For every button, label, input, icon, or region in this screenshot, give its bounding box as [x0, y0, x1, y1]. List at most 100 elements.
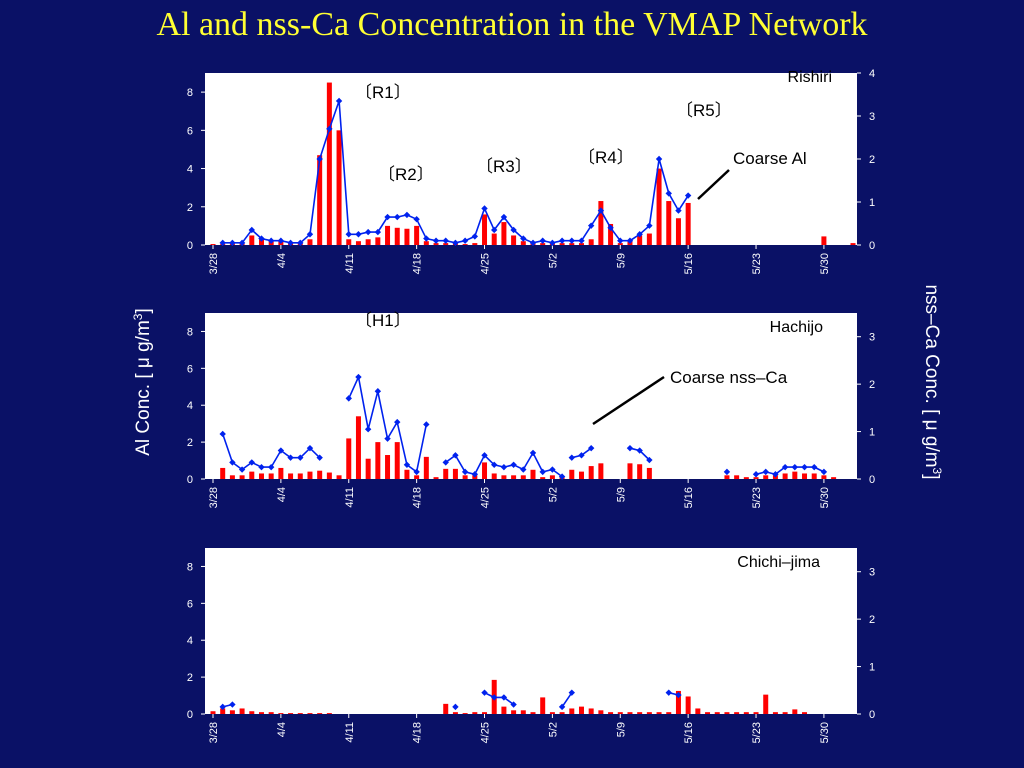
nssca-point [772, 471, 779, 478]
nssca-point [791, 463, 799, 471]
nssca-point [355, 373, 362, 381]
al-bar [578, 471, 584, 479]
al-bar [307, 471, 313, 479]
y-left-tick-label: 0 [187, 474, 193, 486]
al-bar [229, 475, 235, 479]
x-tick-label: 5/9 [615, 253, 627, 268]
al-bar [540, 697, 546, 714]
nssca-point [394, 418, 401, 426]
al-bar [288, 473, 294, 479]
al-bar [452, 712, 458, 714]
nssca-point [510, 226, 517, 234]
nssca-point [452, 452, 459, 459]
al-bar [540, 477, 546, 479]
al-bar [656, 168, 662, 245]
al-bar [365, 458, 371, 479]
nssca-point [481, 205, 488, 212]
al-bar [617, 243, 623, 245]
nssca-point [442, 237, 449, 244]
al-bar [423, 241, 429, 245]
y-right-tick-label: 0 [869, 709, 875, 721]
al-bar [414, 225, 420, 245]
nssca-point [267, 463, 275, 471]
nssca-point [781, 463, 789, 471]
al-bar [239, 475, 245, 479]
al-bar [598, 201, 604, 245]
nssca-point [665, 190, 672, 197]
al-bar [637, 712, 643, 714]
chart-annotation: Coarse nss–Ca [670, 368, 788, 387]
nssca-point [578, 237, 585, 244]
nssca-point [306, 231, 314, 238]
al-bar [802, 473, 808, 479]
al-bar [336, 475, 342, 479]
nssca-point [403, 211, 411, 219]
x-tick-label: 3/28 [208, 253, 220, 274]
nssca-point [335, 97, 343, 105]
al-bar [724, 475, 730, 479]
x-tick-label: 5/16 [683, 487, 695, 508]
al-bar [385, 225, 391, 245]
al-bar [268, 712, 274, 714]
nssca-point [364, 426, 372, 433]
nssca-point [549, 466, 556, 473]
nssca-point [413, 468, 420, 476]
al-bar [763, 475, 769, 479]
al-bar [220, 467, 226, 479]
nssca-point [471, 471, 479, 478]
x-tick-label: 5/9 [615, 487, 627, 502]
x-tick-label: 4/25 [480, 487, 492, 508]
nssca-point [287, 454, 294, 461]
nssca-point [481, 452, 488, 459]
nssca-line [561, 692, 573, 708]
al-bar [656, 712, 662, 714]
nssca-point [219, 430, 226, 438]
al-bar [491, 233, 497, 245]
y-left-tick-label: 2 [187, 202, 193, 214]
nssca-point [752, 471, 760, 478]
al-bar [608, 712, 614, 714]
al-bar [511, 475, 517, 479]
nssca-point [684, 192, 692, 199]
al-bar [734, 712, 740, 714]
nssca-point [219, 703, 226, 711]
nssca-point [364, 228, 372, 236]
al-bar [346, 239, 352, 245]
nssca-point [500, 463, 508, 471]
al-bar [317, 470, 323, 479]
al-bar [646, 712, 652, 714]
nssca-point [587, 444, 595, 452]
al-bar [646, 467, 652, 479]
nssca-point [229, 239, 236, 247]
annotation-leader-line [697, 169, 730, 200]
nssca-point [597, 207, 605, 214]
chart-annotation: 〔R1〕 [355, 83, 411, 102]
nssca-point [326, 125, 333, 133]
nssca-point [403, 461, 411, 468]
al-bar [511, 235, 517, 245]
y-right-tick-label: 1 [869, 662, 875, 674]
al-bar [569, 469, 575, 479]
x-tick-label: 3/28 [208, 722, 220, 743]
al-bar [462, 244, 468, 245]
y-left-tick-label: 4 [187, 635, 193, 647]
al-bar [588, 239, 594, 245]
al-bar [530, 469, 536, 479]
x-tick-label: 5/16 [683, 722, 695, 743]
nssca-point [277, 447, 285, 454]
nssca-point [491, 694, 498, 701]
al-bar [530, 712, 536, 714]
nssca-point [355, 231, 362, 238]
al-bar [404, 469, 410, 479]
chart-annotation: 〔R4〕 [578, 148, 634, 167]
al-bar [462, 475, 468, 479]
al-bar [763, 694, 769, 714]
plot-area [205, 73, 857, 245]
al-bar [540, 243, 546, 245]
x-tick-label: 5/2 [547, 722, 559, 737]
nssca-point [413, 216, 420, 223]
al-bar [685, 202, 691, 245]
al-bar [297, 473, 303, 479]
nssca-point [820, 468, 828, 476]
